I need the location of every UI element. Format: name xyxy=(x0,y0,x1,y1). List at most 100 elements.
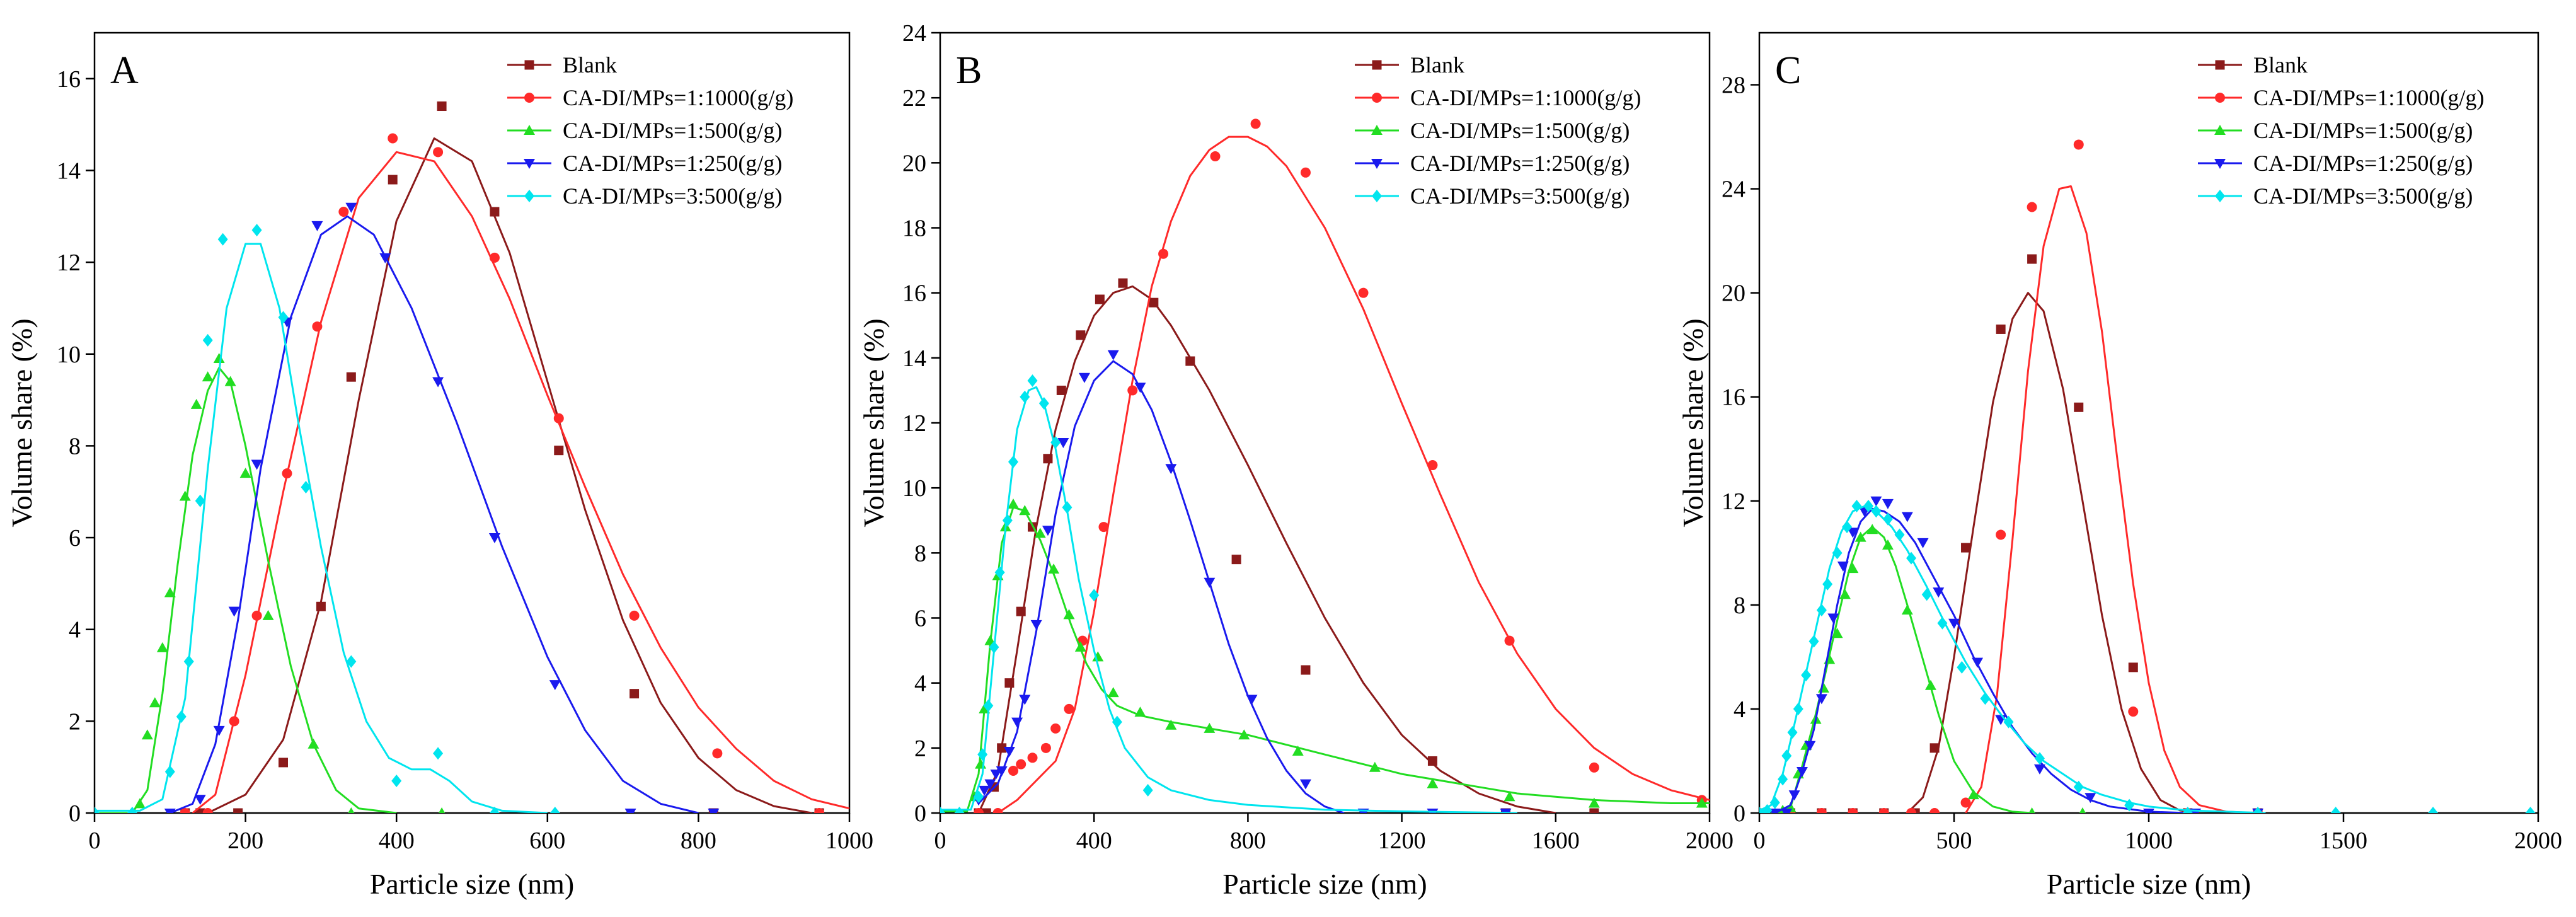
y-axis-title: Volume share (%) xyxy=(858,318,890,527)
legend-label: CA-DI/MPs=3:500(g/g) xyxy=(1410,183,1630,209)
point-ratio-3-500 xyxy=(1863,500,1874,513)
point-blank xyxy=(1118,278,1128,288)
point-ratio-1-1000 xyxy=(1050,723,1061,734)
legend-label: CA-DI/MPs=1:250(g/g) xyxy=(2253,151,2473,176)
point-ratio-3-500 xyxy=(989,640,999,654)
point-ratio-1-1000 xyxy=(1300,167,1311,178)
point-ratio-1-500 xyxy=(1847,563,1859,574)
point-ratio-1-250 xyxy=(1972,657,1984,668)
plot-frame xyxy=(1758,32,2539,814)
point-ratio-1-500 xyxy=(134,798,146,809)
y-axis-title: Volume share (%) xyxy=(6,318,38,527)
y-tick-label: 4 xyxy=(69,617,81,643)
plot-frame xyxy=(93,32,851,814)
point-blank xyxy=(1996,324,2006,334)
point-ratio-3-500 xyxy=(202,333,213,347)
point-ratio-1-500 xyxy=(1839,589,1851,599)
point-ratio-3-500 xyxy=(278,311,289,324)
point-ratio-1-500 xyxy=(141,729,153,740)
curve-ratio-1-1000 xyxy=(192,151,849,813)
point-ratio-1-1000 xyxy=(1848,808,1858,813)
legend-marker xyxy=(1371,159,1383,169)
series-ratio-1-500 xyxy=(95,353,558,813)
point-ratio-1-1000 xyxy=(553,413,564,424)
point-ratio-1-250 xyxy=(1901,512,1913,522)
point-blank xyxy=(1929,743,1940,753)
legend-marker xyxy=(524,125,535,135)
legend-item-ratio-1-1000: CA-DI/MPs=1:1000(g/g) xyxy=(1355,85,1641,110)
y-tick-label: 6 xyxy=(914,606,926,632)
point-ratio-1-500 xyxy=(1292,745,1304,756)
point-ratio-3-500 xyxy=(1142,783,1153,797)
point-ratio-1-250 xyxy=(1837,561,1849,572)
y-tick-label: 12 xyxy=(902,410,926,437)
point-ratio-1-1000 xyxy=(388,133,398,144)
y-tick-label: 0 xyxy=(69,800,81,827)
point-ratio-1-250 xyxy=(549,680,561,691)
point-ratio-1-500 xyxy=(1063,609,1075,620)
point-ratio-1-250 xyxy=(213,725,225,736)
curve-blank xyxy=(207,137,812,813)
point-ratio-1-500 xyxy=(1817,682,1829,693)
point-ratio-3-500 xyxy=(1781,749,1792,763)
point-ratio-1-1000 xyxy=(1960,797,1971,808)
point-ratio-1-250 xyxy=(1165,464,1177,475)
point-ratio-1-1000 xyxy=(814,808,825,813)
point-ratio-1-250 xyxy=(311,221,323,231)
point-ratio-1-500 xyxy=(1204,722,1216,733)
point-ratio-1-1000 xyxy=(1016,759,1026,770)
point-ratio-1-250 xyxy=(2033,764,2045,775)
point-ratio-1-500 xyxy=(1901,604,1913,615)
point-ratio-3-500 xyxy=(1980,692,1991,705)
point-blank xyxy=(233,808,243,813)
point-ratio-1-250 xyxy=(164,809,176,813)
series-blank xyxy=(974,278,1599,813)
point-ratio-1-250 xyxy=(1847,528,1859,538)
point-ratio-3-500 xyxy=(1020,390,1030,403)
legend-label: Blank xyxy=(1410,52,1464,78)
point-blank xyxy=(1427,756,1437,766)
panel-b: 0 400 800 1200 1600 2000024681012141618202224… xyxy=(858,20,1734,900)
legend-marker xyxy=(1372,93,1382,103)
point-ratio-1-500 xyxy=(1165,719,1177,730)
point-ratio-1-250 xyxy=(379,253,391,263)
legend-item-ratio-1-1000: CA-DI/MPs=1:1000(g/g) xyxy=(2198,85,2484,110)
curve-ratio-1-250 xyxy=(170,215,699,813)
point-blank xyxy=(279,758,288,768)
point-ratio-1-1000 xyxy=(1996,529,2006,540)
point-ratio-1-1000 xyxy=(629,610,640,621)
point-ratio-1-500 xyxy=(1866,524,1878,534)
x-tick-label: 1000 xyxy=(2125,828,2173,854)
series-ratio-3-500 xyxy=(1759,500,2536,813)
point-ratio-1-500 xyxy=(190,398,202,409)
legend-item-blank: Blank xyxy=(1355,52,1464,78)
point-ratio-1-500 xyxy=(239,468,251,478)
legend-marker xyxy=(2214,125,2226,135)
legend-marker xyxy=(1372,60,1382,70)
point-ratio-1-250 xyxy=(1769,809,1781,813)
y-tick-label: 2 xyxy=(69,708,81,735)
point-ratio-1-250 xyxy=(1804,741,1816,751)
point-ratio-1-1000 xyxy=(251,610,262,621)
x-tick-label: 800 xyxy=(1230,828,1266,854)
point-blank xyxy=(346,372,356,382)
point-ratio-1-250 xyxy=(488,533,500,544)
point-ratio-1-250 xyxy=(624,809,636,813)
legend-marker xyxy=(2214,159,2226,169)
point-ratio-1-1000 xyxy=(1250,118,1261,129)
point-blank xyxy=(1056,385,1066,395)
point-blank xyxy=(554,446,564,456)
point-ratio-1-500 xyxy=(1696,797,1708,808)
point-ratio-1-500 xyxy=(224,376,236,386)
point-ratio-1-250 xyxy=(1042,526,1054,536)
point-ratio-1-500 xyxy=(179,490,191,501)
legend-label: CA-DI/MPs=1:500(g/g) xyxy=(2253,118,2473,143)
point-ratio-3-500 xyxy=(1762,804,1773,813)
point-ratio-1-1000 xyxy=(1210,151,1221,162)
x-tick-label: 400 xyxy=(379,828,415,854)
y-tick-label: 24 xyxy=(902,20,926,47)
curve-ratio-1-500 xyxy=(95,367,397,813)
point-blank xyxy=(388,175,398,185)
point-ratio-1-1000 xyxy=(992,808,1003,813)
